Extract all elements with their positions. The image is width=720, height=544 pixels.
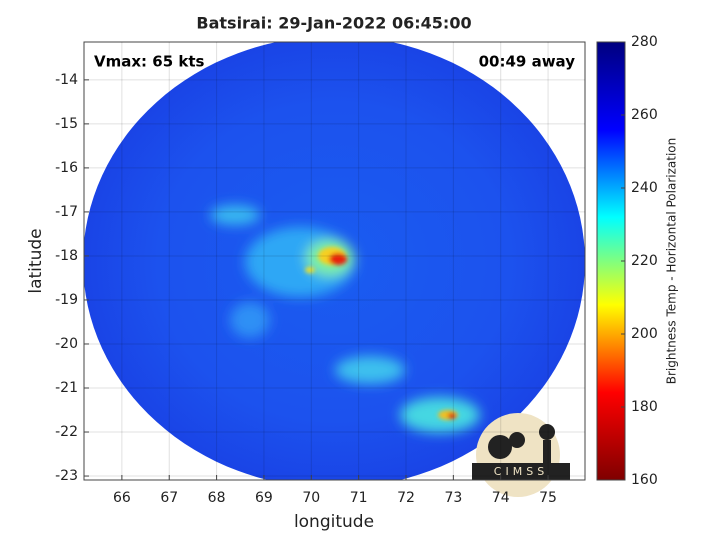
x-tick-label: 73: [444, 490, 462, 506]
annotation: 00:49 away: [479, 53, 576, 71]
colorbar-tick-label: 260: [631, 107, 658, 123]
colorbar-tick-label: 280: [631, 34, 658, 50]
x-tick-label: 67: [160, 490, 178, 506]
y-tick-label: -23: [55, 468, 78, 484]
x-tick-label: 66: [113, 490, 131, 506]
y-tick-label: -15: [55, 116, 78, 132]
satellite-image: [84, 42, 585, 480]
x-tick-label: 75: [539, 490, 557, 506]
x-tick-label: 71: [350, 490, 368, 506]
colorbar-label: Brightness Temp - Horizontal Polarizatio…: [665, 138, 679, 385]
x-tick-label: 70: [302, 490, 320, 506]
colorbar-tick-label: 180: [631, 399, 658, 415]
y-axis-label: latitude: [26, 228, 46, 293]
colorbar-tick-label: 200: [631, 326, 658, 342]
x-tick-label: 69: [255, 490, 273, 506]
colorbar-tick-label: 160: [631, 472, 658, 488]
annotation: Vmax: 65 kts: [94, 53, 204, 71]
y-tick-label: -22: [55, 424, 78, 440]
y-tick-label: -16: [55, 160, 78, 176]
plot-frame: [83, 41, 586, 481]
y-tick-label: -17: [55, 204, 78, 220]
x-tick-label: 68: [208, 490, 226, 506]
colorbar: [596, 41, 626, 481]
y-tick-label: -14: [55, 72, 78, 88]
y-tick-label: -21: [55, 380, 78, 396]
x-tick-label: 72: [397, 490, 415, 506]
x-tick-label: 74: [492, 490, 510, 506]
x-axis-label: longitude: [294, 512, 374, 532]
colorbar-tick-label: 220: [631, 253, 658, 269]
y-tick-label: -18: [55, 248, 78, 264]
y-tick-label: -19: [55, 292, 78, 308]
colorbar-tick-label: 240: [631, 180, 658, 196]
logo-text: CIMSS: [494, 465, 548, 478]
y-tick-label: -20: [55, 336, 78, 352]
chart-title: Batsirai: 29-Jan-2022 06:45:00: [196, 14, 471, 33]
logo: CIMSS: [472, 413, 570, 497]
